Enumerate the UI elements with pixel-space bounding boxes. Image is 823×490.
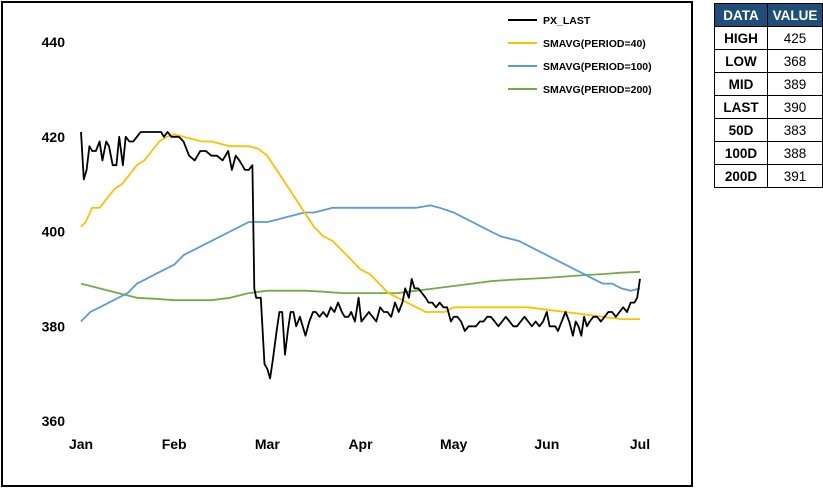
row-label: MID	[714, 72, 768, 96]
y-axis: 360 380 400 420 440	[42, 34, 66, 429]
legend-label: SMAVG(PERIOD=200)	[543, 84, 652, 96]
series-line	[80, 204, 641, 323]
y-tick-label: 360	[42, 413, 66, 429]
line-chart: 360 380 400 420 440 Jan Feb Mar Apr May Jun Jul PX…	[42, 15, 652, 452]
series-lines	[80, 131, 641, 380]
row-label: HIGH	[714, 26, 768, 50]
legend-label: PX_LAST	[543, 15, 591, 27]
table-row: 50D 383	[714, 118, 823, 142]
row-value: 390	[767, 95, 823, 119]
chart-frame: 360 380 400 420 440 Jan Feb Mar Apr May Jun Jul PX…	[1, 1, 693, 487]
series-line	[80, 133, 640, 321]
table-row: LOW 368	[714, 49, 823, 73]
table-row: 100D 388	[714, 141, 823, 165]
table-row: HIGH 425	[714, 26, 823, 50]
table-row: MID 389	[714, 72, 823, 96]
row-label: LOW	[714, 49, 768, 73]
row-label: 50D	[714, 118, 768, 142]
row-value: 425	[767, 26, 823, 50]
row-label: 200D	[714, 164, 768, 188]
legend-label: SMAVG(PERIOD=40)	[543, 38, 646, 50]
series-line	[80, 131, 641, 380]
x-axis: Jan Feb Mar Apr May Jun Jul	[69, 436, 650, 452]
x-tick-label: Jul	[630, 436, 650, 452]
row-value: 389	[767, 72, 823, 96]
x-tick-label: Feb	[162, 436, 187, 452]
table-header-row: DATA VALUE	[714, 3, 823, 27]
chart-legend: PX_LAST SMAVG(PERIOD=40) SMAVG(PERIOD=100)…	[508, 15, 652, 96]
y-tick-label: 380	[42, 318, 66, 334]
row-label: LAST	[714, 95, 768, 119]
row-label: 100D	[714, 141, 768, 165]
table-row: LAST 390	[714, 95, 823, 119]
table-row: 200D 391	[714, 164, 823, 188]
table-header-value: VALUE	[767, 3, 823, 27]
table-header-data: DATA	[714, 3, 768, 27]
x-tick-label: Jan	[69, 436, 93, 452]
y-tick-label: 440	[42, 34, 66, 50]
data-table: DATA VALUE HIGH 425 LOW 368 MID 389 LAST…	[714, 3, 823, 188]
row-value: 391	[767, 164, 823, 188]
x-tick-label: Apr	[348, 436, 373, 452]
row-value: 368	[767, 49, 823, 73]
y-tick-label: 420	[42, 129, 66, 145]
x-tick-label: Jun	[534, 436, 559, 452]
legend-label: SMAVG(PERIOD=100)	[543, 61, 652, 73]
x-tick-label: Mar	[255, 436, 280, 452]
row-value: 383	[767, 118, 823, 142]
row-value: 388	[767, 141, 823, 165]
series-line	[80, 270, 641, 302]
x-tick-label: May	[440, 436, 467, 452]
y-tick-label: 400	[42, 224, 66, 240]
